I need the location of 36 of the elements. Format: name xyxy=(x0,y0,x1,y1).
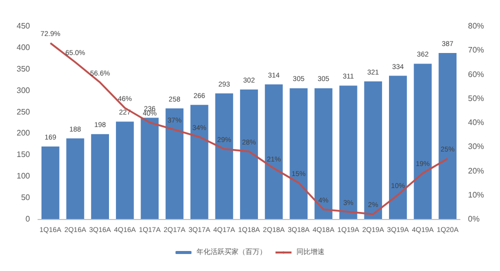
bar xyxy=(116,122,134,219)
y-tick-label: 200 xyxy=(16,128,31,138)
y-tick-label: 250 xyxy=(16,107,31,116)
y2-tick-label: 70% xyxy=(468,46,484,55)
bar xyxy=(190,104,208,219)
bar xyxy=(41,146,60,219)
y2-tick-label: 40% xyxy=(468,118,484,127)
y-tick-label: 0 xyxy=(26,214,31,224)
bar xyxy=(91,134,109,219)
bar xyxy=(438,53,457,219)
bar xyxy=(215,93,234,219)
bar xyxy=(290,88,308,219)
y-tick-label: 400 xyxy=(16,42,31,52)
y2-tick-label: 50% xyxy=(468,94,484,103)
y2-tick-label: 30% xyxy=(468,142,484,152)
y2-tick-label: 60% xyxy=(468,70,484,79)
bar xyxy=(389,76,407,219)
y2-tick-label: 10% xyxy=(468,190,484,200)
y-tick-label: 450 xyxy=(16,22,31,30)
bar xyxy=(66,138,84,219)
y2-tick-label: 80% xyxy=(468,22,484,30)
bar xyxy=(314,88,332,219)
y2-tick-label: 20% xyxy=(468,166,484,176)
bar xyxy=(240,89,258,219)
bar xyxy=(364,81,382,219)
bar xyxy=(166,108,184,219)
bar xyxy=(414,64,432,219)
y2-tick-label: 0% xyxy=(468,214,480,224)
y-tick-label: 150 xyxy=(16,150,31,160)
y-tick-label: 50 xyxy=(21,193,31,202)
y-tick-label: 300 xyxy=(16,86,31,95)
bar xyxy=(140,118,159,219)
bar xyxy=(339,86,358,219)
y-tick-label: 100 xyxy=(16,172,31,181)
bar xyxy=(264,84,283,219)
y-tick-label: 350 xyxy=(16,64,31,74)
